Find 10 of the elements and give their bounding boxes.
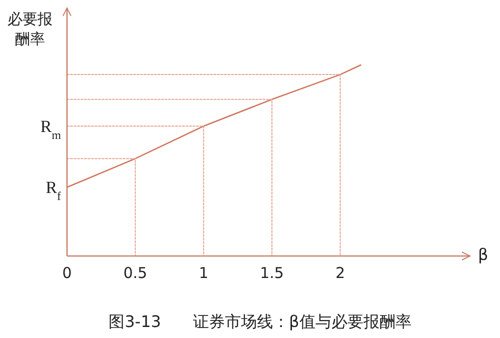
x-tick-label: 0 [62,264,72,282]
x-tick-label: 2 [335,264,345,282]
y-axis-title: 必要报酬率 [8,10,52,48]
text: 图3-13 证券市场线：β值与必要报酬率 [108,312,412,331]
x-tick-label: 1 [198,264,208,282]
annotation: R$_{m}$ [40,117,62,142]
annotation: R$_{f}$ [46,178,62,204]
x-axis-title: β [478,245,488,264]
x-tick-label: 1.5 [260,264,284,282]
x-tick-label: 0.5 [123,264,148,282]
